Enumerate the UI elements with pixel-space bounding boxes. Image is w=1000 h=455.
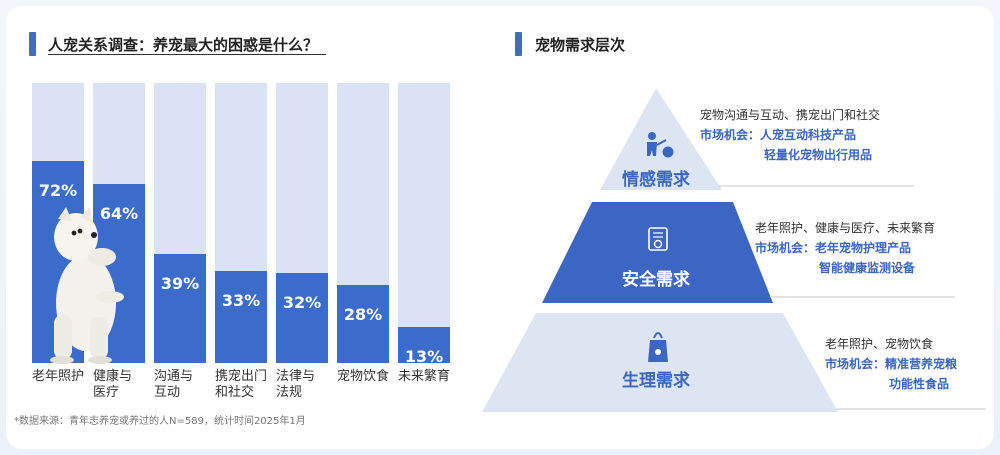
left-title: 人宠关系调查：养宠最大的困惑是什么？ [48,36,319,54]
bar-value-label: 72% [38,181,78,201]
opportunity-item: 人宠互动科技产品 [760,128,857,142]
category-label: 携宠出门 和社交 [215,369,268,400]
opportunity-item: 精准营养宠粮 [885,357,958,371]
category-label: 法律与 法规 [276,369,316,400]
bar-track [398,83,450,363]
category-label: 未来繁育 [398,369,451,384]
opportunity-item: 轻量化宠物出行用品 [764,148,873,162]
opportunity-item: 老年宠物护理产品 [815,241,912,255]
dog-illustration [50,207,124,364]
layer-label-physiological: 生理需求 [622,371,690,391]
bar-value-label: 28% [343,304,383,324]
right-title: 宠物需求层次 [535,36,626,54]
pyramid-layer-top [600,88,722,190]
bar-value-label: 39% [160,273,200,293]
source-note: *数据来源：青年志养宠或养过的人N=589，统计时间2025年1月 [14,416,306,427]
category-label: 健康与 医疗 [93,369,133,400]
person-ball-icon [647,132,674,158]
layer-label-emotional: 情感需求 [622,170,690,190]
category-label: 宠物饮食 [337,369,390,384]
pyramid-layer-bottom [482,313,838,412]
pet-food-bag-icon [648,332,668,362]
layer-label-safety: 安全需求 [622,270,690,290]
pyramid-layer-middle [542,202,773,303]
opportunity-label: 市场机会： [825,357,886,371]
need-block-emotional: 宠物沟通与互动、携宠出门和社交 市场机会：人宠互动科技产品 轻量化宠物出行用品 [700,105,880,165]
need-block-physiological: 老年照护、宠物饮食 市场机会：精准营养宠粮 功能性食品 [825,334,957,394]
right-title-bar [515,32,522,56]
bar [276,273,328,363]
bar-value-label: 13% [404,346,444,366]
medical-kit-icon [648,227,668,251]
opportunity-label: 市场机会： [755,241,816,255]
need-block-safety: 老年照护、健康与医疗、未来繁育 市场机会：老年宠物护理产品 智能健康监测设备 [755,218,935,278]
needs-text: 宠物沟通与互动、携宠出门和社交 [700,108,881,122]
bar [215,270,267,363]
opportunity-item: 功能性食品 [889,377,950,391]
bar-value-label: 64% [99,203,139,223]
needs-text: 老年照护、宠物饮食 [825,337,934,351]
bar [337,284,389,363]
bar [398,326,450,363]
left-title-underline [48,54,326,55]
needs-text: 老年照护、健康与医疗、未来繁育 [755,221,936,235]
category-label: 沟通与 互动 [154,369,194,400]
opportunity-label: 市场机会： [700,128,761,142]
opportunity-item: 智能健康监测设备 [819,261,916,275]
bar [154,253,206,363]
bar-value-label: 32% [282,293,322,313]
category-label: 老年照护 [32,369,85,384]
bar-value-label: 33% [221,290,261,310]
left-title-bar [29,32,36,56]
